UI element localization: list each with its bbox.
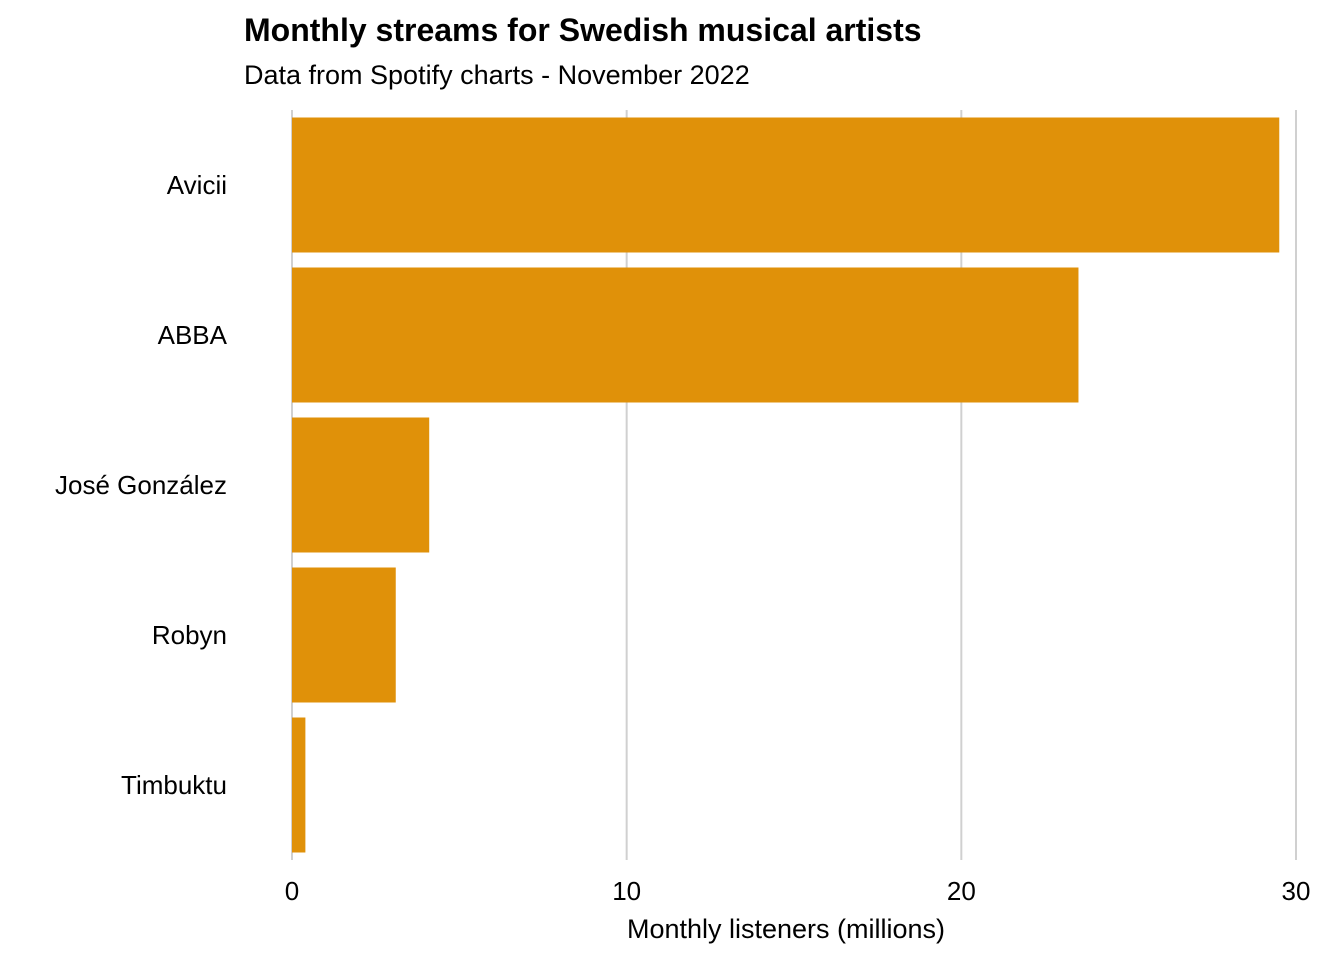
- bar-robyn: [292, 567, 396, 703]
- x-tick-label: 10: [612, 876, 641, 906]
- x-axis-title: Monthly listeners (millions): [627, 914, 945, 944]
- x-tick-label: 0: [285, 876, 299, 906]
- x-tick-label: 20: [947, 876, 976, 906]
- y-tick-label: Avicii: [167, 170, 227, 200]
- bar-jos-gonz-lez: [292, 417, 430, 553]
- y-tick-label: Robyn: [152, 620, 227, 650]
- x-axis-labels: 0 10 20 30: [285, 876, 1311, 906]
- bar-timbuktu: [292, 717, 306, 853]
- chart-title: Monthly streams for Swedish musical arti…: [244, 12, 922, 48]
- bars: [292, 117, 1280, 853]
- bar-abba: [292, 267, 1079, 403]
- y-tick-label: José González: [55, 470, 227, 500]
- x-tick-label: 30: [1282, 876, 1311, 906]
- bar-avicii: [292, 117, 1280, 253]
- y-tick-label: ABBA: [158, 320, 228, 350]
- y-axis-labels: Avicii ABBA José González Robyn Timbuktu: [55, 170, 228, 800]
- y-tick-label: Timbuktu: [121, 770, 227, 800]
- chart-subtitle: Data from Spotify charts - November 2022: [244, 60, 750, 90]
